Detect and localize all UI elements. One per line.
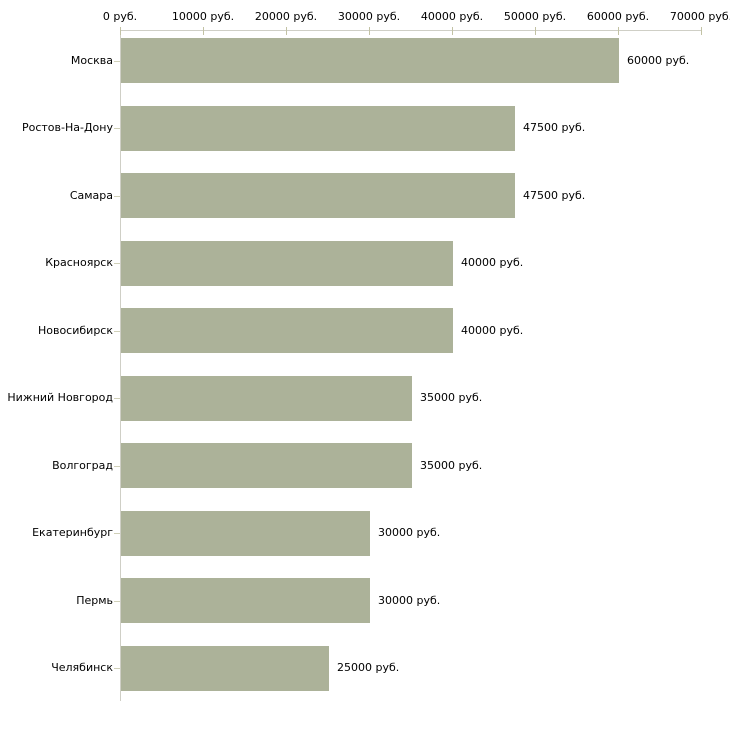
- value-label: 35000 руб.: [420, 458, 483, 472]
- category-label: Новосибирск: [37, 323, 113, 337]
- x-axis-tick-label: 60000 руб.: [586, 10, 650, 23]
- value-label: 40000 руб.: [461, 256, 524, 269]
- y-axis-tick: [114, 533, 120, 534]
- value-label: 47500 руб.: [523, 121, 586, 134]
- category-label: Челябинск: [51, 661, 113, 674]
- value-label: 30000 руб.: [378, 593, 441, 607]
- y-axis-tick: [114, 600, 120, 602]
- category-label: Екатеринбург: [32, 526, 113, 539]
- x-axis-line: [120, 30, 702, 31]
- category-label: Нижний Новгород: [7, 391, 113, 404]
- x-axis-tick: [618, 27, 619, 35]
- value-label: 35000 руб.: [420, 391, 483, 404]
- y-axis-tick: [114, 60, 120, 62]
- x-axis-tick-label: 50000 руб.: [503, 10, 567, 23]
- category-label: Пермь: [76, 593, 113, 607]
- bar: [121, 645, 329, 691]
- x-axis-tick-label: 40000 руб.: [420, 10, 484, 23]
- value-label: 25000 руб.: [337, 661, 400, 674]
- value-label: 60000 руб.: [627, 53, 690, 67]
- bar: [121, 578, 370, 623]
- bar: [121, 308, 453, 353]
- bar: [121, 375, 412, 421]
- bar: [121, 510, 370, 556]
- y-axis-tick: [114, 668, 120, 669]
- bar: [121, 38, 619, 83]
- category-label: Ростов-На-Дону: [21, 121, 113, 134]
- bar: [121, 105, 515, 151]
- value-label: 40000 руб.: [461, 323, 524, 337]
- x-axis-tick: [452, 27, 453, 35]
- x-axis-tick-label: 30000 руб.: [337, 10, 401, 23]
- y-axis-tick: [114, 263, 120, 264]
- category-label: Москва: [70, 53, 113, 67]
- x-axis-tick-label: 20000 руб.: [254, 10, 318, 23]
- bar: [121, 240, 453, 286]
- value-label: 47500 руб.: [523, 188, 586, 202]
- y-axis-tick: [114, 398, 120, 399]
- y-axis-line: [120, 30, 121, 701]
- x-axis-tick: [203, 27, 204, 35]
- bar: [121, 173, 515, 218]
- x-axis-tick-label: 70000 руб.: [669, 10, 730, 23]
- category-label: Красноярск: [45, 256, 113, 269]
- x-axis-tick: [535, 27, 536, 35]
- x-axis-tick: [369, 27, 370, 35]
- y-axis-tick: [114, 465, 120, 467]
- x-axis-tick-label: 0 руб.: [102, 10, 138, 23]
- x-axis-tick: [286, 27, 287, 35]
- value-label: 30000 руб.: [378, 526, 441, 539]
- category-label: Самара: [69, 188, 113, 202]
- x-axis-tick: [701, 27, 702, 35]
- y-axis-tick: [114, 195, 120, 197]
- x-axis-tick-label: 10000 руб.: [171, 10, 235, 23]
- x-axis-tick: [120, 27, 121, 35]
- category-label: Волгоград: [52, 458, 113, 472]
- y-axis-tick: [114, 330, 120, 332]
- y-axis-tick: [114, 128, 120, 129]
- bar: [121, 443, 412, 488]
